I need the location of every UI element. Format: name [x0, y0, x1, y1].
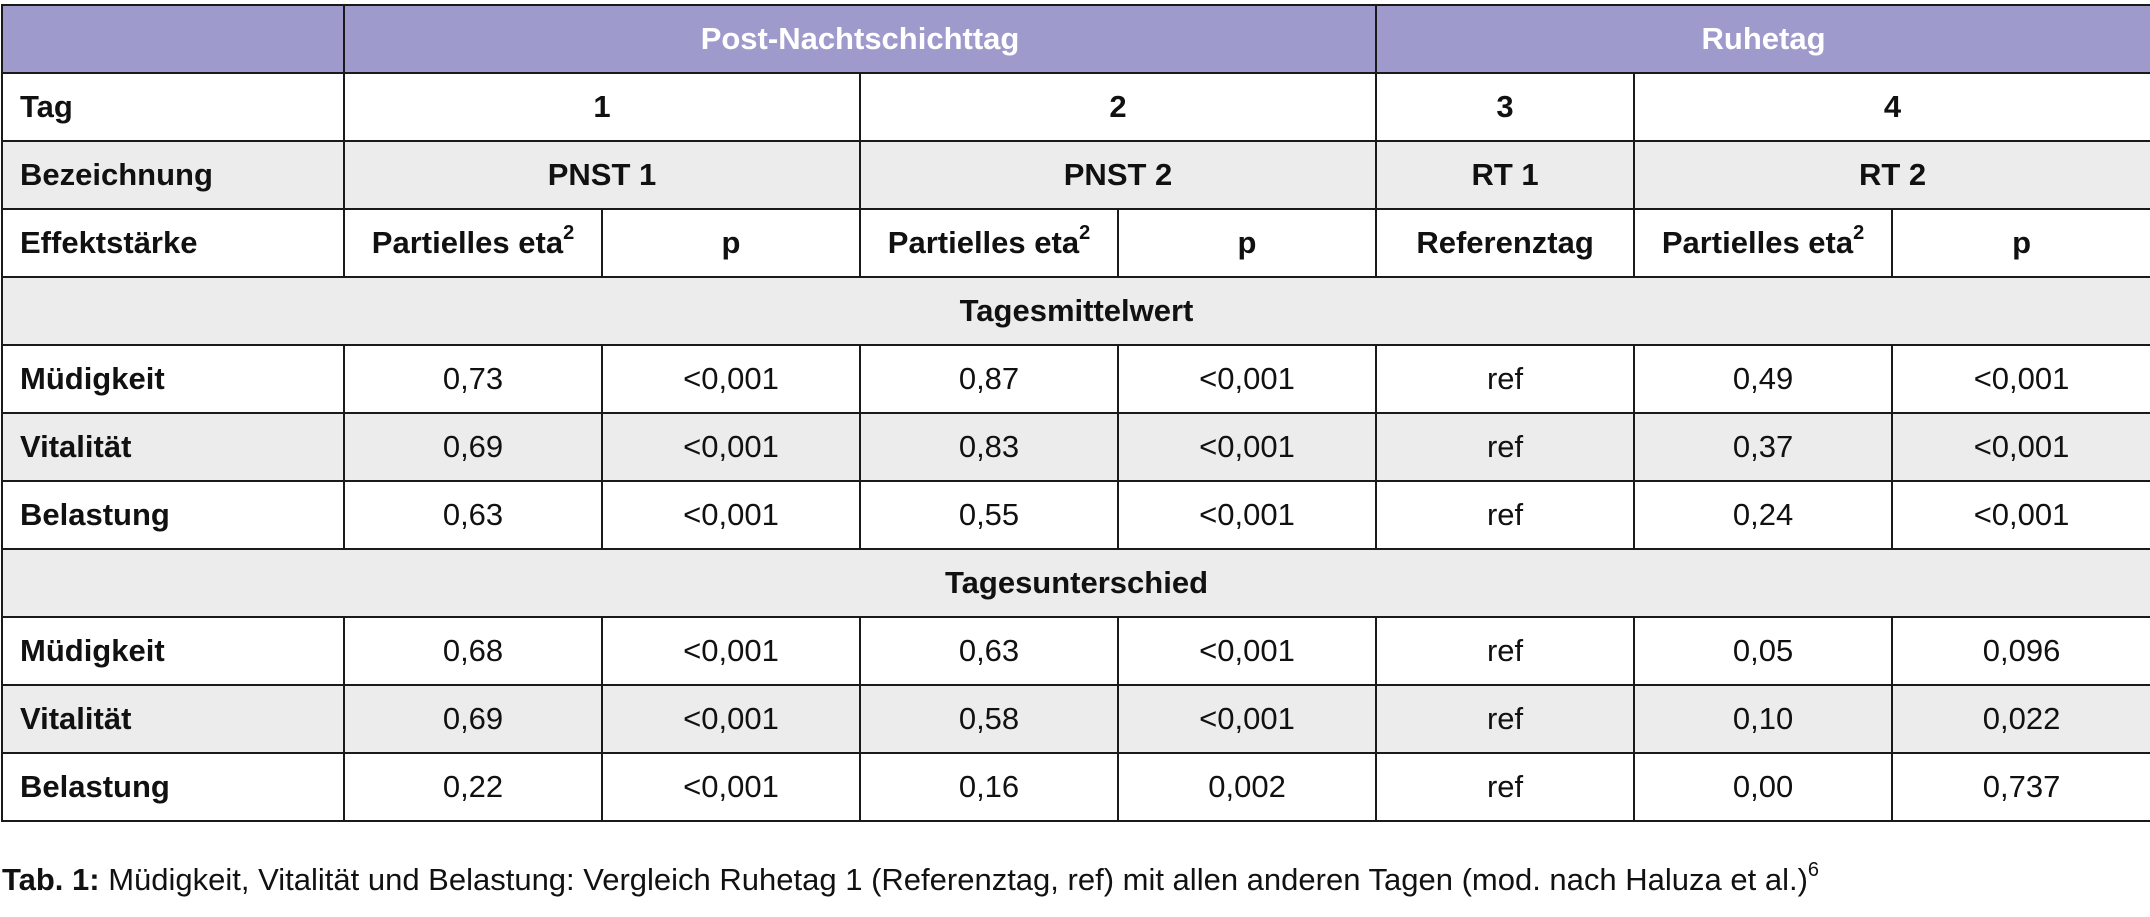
cell: 0,16: [859, 752, 1119, 822]
tag-3: 3: [1375, 72, 1636, 142]
table-row: Belastung 0,63 <0,001 0,55 <0,001 ref 0,…: [1, 480, 2150, 550]
row-label-effektstaerke: Effektstärke: [1, 208, 345, 278]
table-caption: Tab. 1: Müdigkeit, Vitalität und Belastu…: [2, 859, 1820, 898]
cell: <0,001: [1891, 344, 2150, 414]
eta-text: Partielles eta: [371, 225, 564, 260]
cell: 0,49: [1633, 344, 1894, 414]
tag-2: 2: [858, 72, 1378, 142]
cell: <0,001: [601, 684, 861, 754]
cell: <0,001: [1116, 616, 1378, 686]
row-label-bezeichnung: Bezeichnung: [1, 140, 345, 210]
bezeichnung-rt2: RT 2: [1633, 140, 2150, 210]
row-label: Belastung: [1, 480, 345, 550]
row-label: Belastung: [1, 752, 345, 822]
col-header-referenztag: Referenztag: [1375, 208, 1636, 278]
bezeichnung-row: Bezeichnung PNST 1 PNST 2 RT 1 RT 2: [1, 140, 2150, 210]
group-header-post-nachtschichttag: Post-Nachtschichttag: [342, 4, 1378, 74]
cell: 0,69: [343, 684, 603, 754]
group-header-ruhetag: Ruhetag: [1375, 4, 2150, 74]
effektstaerke-row: Effektstärke Partielles eta2 p Partielle…: [1, 208, 2150, 278]
row-label-tag: Tag: [1, 72, 345, 142]
cell: ref: [1375, 684, 1636, 754]
caption-text: Müdigkeit, Vitalität und Belastung: Verg…: [99, 862, 1808, 897]
cell: 0,73: [343, 344, 603, 414]
eta-sup: 2: [563, 222, 575, 244]
section-title: Tagesmittelwert: [0, 276, 2150, 346]
eta-sup: 2: [1079, 222, 1091, 244]
row-label: Müdigkeit: [1, 344, 345, 414]
row-label: Müdigkeit: [1, 616, 345, 686]
tag-4: 4: [1633, 72, 2150, 142]
cell: 0,00: [1633, 752, 1894, 822]
cell: ref: [1375, 412, 1636, 482]
cell: 0,58: [859, 684, 1119, 754]
eta-text: Partielles eta: [887, 225, 1080, 260]
table-row: Müdigkeit 0,73 <0,001 0,87 <0,001 ref 0,…: [1, 344, 2150, 414]
section-title: Tagesunterschied: [0, 548, 2150, 618]
col-header-p-4: p: [1891, 208, 2150, 278]
cell: 0,737: [1891, 752, 2150, 822]
eta-sup: 2: [1853, 222, 1865, 244]
cell: <0,001: [601, 752, 861, 822]
cell: 0,63: [859, 616, 1119, 686]
bezeichnung-pnst2: PNST 2: [858, 140, 1378, 210]
row-label: Vitalität: [1, 684, 345, 754]
cell: ref: [1375, 344, 1636, 414]
cell: 0,63: [343, 480, 603, 550]
col-header-eta-2: Partielles eta2: [859, 208, 1119, 278]
cell: <0,001: [601, 412, 861, 482]
cell: <0,001: [601, 344, 861, 414]
tag-row: Tag 1 2 3 4: [1, 72, 2150, 142]
bezeichnung-rt1: RT 1: [1375, 140, 1636, 210]
results-table: Post-Nachtschichttag Ruhetag Tag 1 2 3 4…: [0, 4, 2150, 822]
cell: 0,096: [1891, 616, 2150, 686]
tag-1: 1: [343, 72, 861, 142]
table-row: Müdigkeit 0,68 <0,001 0,63 <0,001 ref 0,…: [1, 616, 2150, 686]
cell: 0,022: [1891, 684, 2150, 754]
cell: 0,55: [859, 480, 1119, 550]
eta-text: Partielles eta: [1661, 225, 1854, 260]
cell: ref: [1375, 752, 1636, 822]
header-corner: [1, 4, 345, 74]
table-row: Vitalität 0,69 <0,001 0,58 <0,001 ref 0,…: [1, 684, 2150, 754]
cell: <0,001: [601, 616, 861, 686]
cell: <0,001: [601, 480, 861, 550]
cell: 0,69: [343, 412, 603, 482]
cell: 0,22: [343, 752, 603, 822]
cell: 0,37: [1633, 412, 1894, 482]
cell: 0,83: [859, 412, 1119, 482]
cell: 0,05: [1633, 616, 1894, 686]
col-header-eta-1: Partielles eta2: [343, 208, 603, 278]
section-row-tagesmittelwert: Tagesmittelwert: [0, 276, 2150, 346]
section-row-tagesunterschied: Tagesunterschied: [0, 548, 2150, 618]
row-label: Vitalität: [1, 412, 345, 482]
col-header-p-2: p: [1116, 208, 1378, 278]
group-header-row: Post-Nachtschichttag Ruhetag: [1, 4, 2150, 74]
table-row: Belastung 0,22 <0,001 0,16 0,002 ref 0,0…: [1, 752, 2150, 822]
col-header-eta-4: Partielles eta2: [1633, 208, 1894, 278]
cell: 0,10: [1633, 684, 1894, 754]
caption-label: Tab. 1:: [2, 862, 100, 897]
cell: 0,87: [859, 344, 1119, 414]
cell: <0,001: [1891, 412, 2150, 482]
cell: 0,68: [343, 616, 603, 686]
cell: <0,001: [1891, 480, 2150, 550]
cell: <0,001: [1116, 684, 1378, 754]
cell: <0,001: [1116, 480, 1378, 550]
table-row: Vitalität 0,69 <0,001 0,83 <0,001 ref 0,…: [1, 412, 2150, 482]
cell: <0,001: [1116, 412, 1378, 482]
cell: ref: [1375, 480, 1636, 550]
cell: 0,24: [1633, 480, 1894, 550]
col-header-p-1: p: [601, 208, 861, 278]
cell: <0,001: [1116, 344, 1378, 414]
bezeichnung-pnst1: PNST 1: [343, 140, 861, 210]
cell: 0,002: [1116, 752, 1378, 822]
caption-footnote: 6: [1807, 859, 1820, 881]
cell: ref: [1375, 616, 1636, 686]
